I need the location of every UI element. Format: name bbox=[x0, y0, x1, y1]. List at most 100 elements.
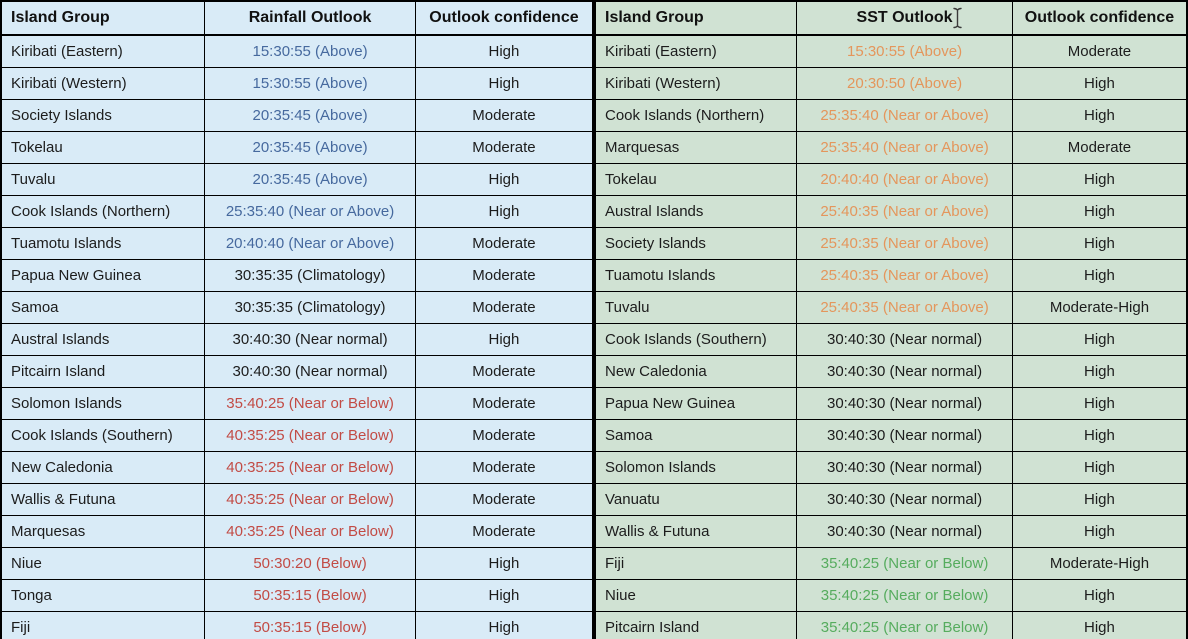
outlook-confidence-cell: High bbox=[1011, 99, 1188, 132]
island-group-cell: Fiji bbox=[594, 547, 798, 580]
table-row: Austral Islands 25:40:35 (Near or Above) H… bbox=[594, 195, 1188, 228]
table-row: Niue 50:30:20 (Below) High bbox=[0, 547, 594, 580]
outlook-confidence-cell: High bbox=[1011, 611, 1188, 639]
island-group-cell: Tuvalu bbox=[594, 291, 798, 324]
outlook-value-cell: 30:40:30 (Near normal) bbox=[796, 515, 1013, 548]
table-row: Tuamotu Islands 20:40:40 (Near or Above) M… bbox=[0, 227, 594, 260]
table-row: Tokelau 20:35:45 (Above) Moderate bbox=[0, 131, 594, 164]
outlook-value-cell: 25:35:40 (Near or Above) bbox=[204, 195, 416, 228]
outlook-value-cell: 20:35:45 (Above) bbox=[204, 163, 416, 196]
table-row: Kiribati (Western) 15:30:55 (Above) High bbox=[0, 67, 594, 100]
outlook-value-cell: 20:35:45 (Above) bbox=[204, 99, 416, 132]
table-row: Marquesas 25:35:40 (Near or Above) Moderat… bbox=[594, 131, 1188, 164]
island-group-cell: Kiribati (Western) bbox=[594, 67, 798, 100]
outlook-value-cell: 20:40:40 (Near or Above) bbox=[204, 227, 416, 260]
rainfall-outlook-table: Island Group Rainfall Outlook Outlook co… bbox=[0, 0, 594, 639]
table-row: New Caledonia 40:35:25 (Near or Below) Mod… bbox=[0, 451, 594, 484]
outlook-value-cell: 35:40:25 (Near or Below) bbox=[796, 611, 1013, 639]
island-group-cell: Cook Islands (Northern) bbox=[594, 99, 798, 132]
outlook-value-cell: 30:35:35 (Climatology) bbox=[204, 291, 416, 324]
outlook-value-cell: 30:40:30 (Near normal) bbox=[796, 323, 1013, 356]
table-row: Fiji 50:35:15 (Below) High bbox=[0, 611, 594, 639]
sst-header-row: Island Group SST Outlook Outlook confide… bbox=[594, 0, 1188, 36]
island-group-cell: Niue bbox=[0, 547, 206, 580]
rainfall-header-row: Island Group Rainfall Outlook Outlook co… bbox=[0, 0, 594, 36]
table-row: Kiribati (Eastern) 15:30:55 (Above) High bbox=[0, 34, 594, 68]
outlook-value-cell: 25:40:35 (Near or Above) bbox=[796, 259, 1013, 292]
table-row: Wallis & Futuna 40:35:25 (Near or Below) M… bbox=[0, 483, 594, 516]
island-group-cell: Niue bbox=[594, 579, 798, 612]
table-row: Austral Islands 30:40:30 (Near normal) Hig… bbox=[0, 323, 594, 356]
island-group-cell: Wallis & Futuna bbox=[594, 515, 798, 548]
outlook-value-cell: 25:35:40 (Near or Above) bbox=[796, 131, 1013, 164]
outlook-value-cell: 40:35:25 (Near or Below) bbox=[204, 515, 416, 548]
sst-outlook-table: Island Group SST Outlook Outlook confide… bbox=[594, 0, 1188, 639]
island-group-cell: Cook Islands (Southern) bbox=[0, 419, 206, 452]
outlook-confidence-cell: High bbox=[1011, 227, 1188, 260]
table-row: Samoa 30:35:35 (Climatology) Moderate bbox=[0, 291, 594, 324]
table-row: Tuvalu 20:35:45 (Above) High bbox=[0, 163, 594, 196]
table-row: Pitcairn Island 30:40:30 (Near normal) Mod… bbox=[0, 355, 594, 388]
island-group-cell: Papua New Guinea bbox=[0, 259, 206, 292]
outlook-confidence-cell: High bbox=[414, 34, 594, 68]
island-group-cell: New Caledonia bbox=[0, 451, 206, 484]
island-group-cell: Society Islands bbox=[594, 227, 798, 260]
outlook-confidence-cell: High bbox=[414, 547, 594, 580]
outlook-confidence-cell: High bbox=[1011, 323, 1188, 356]
island-group-cell: Samoa bbox=[0, 291, 206, 324]
outlook-value-cell: 25:40:35 (Near or Above) bbox=[796, 291, 1013, 324]
sst-header-island-group: Island Group bbox=[594, 0, 798, 36]
outlook-confidence-cell: Moderate bbox=[414, 419, 594, 452]
outlook-value-cell: 30:40:30 (Near normal) bbox=[796, 387, 1013, 420]
island-group-cell: Society Islands bbox=[0, 99, 206, 132]
outlook-value-cell: 40:35:25 (Near or Below) bbox=[204, 419, 416, 452]
island-group-cell: Tuamotu Islands bbox=[0, 227, 206, 260]
island-group-cell: Solomon Islands bbox=[0, 387, 206, 420]
table-row: Kiribati (Eastern) 15:30:55 (Above) Modera… bbox=[594, 34, 1188, 68]
outlook-value-cell: 30:40:30 (Near normal) bbox=[204, 323, 416, 356]
outlook-confidence-cell: High bbox=[1011, 387, 1188, 420]
table-row: Marquesas 40:35:25 (Near or Below) Moderat… bbox=[0, 515, 594, 548]
outlook-confidence-cell: Moderate bbox=[414, 131, 594, 164]
island-group-cell: Samoa bbox=[594, 419, 798, 452]
outlook-value-cell: 40:35:25 (Near or Below) bbox=[204, 451, 416, 484]
outlook-confidence-cell: Moderate bbox=[1011, 131, 1188, 164]
outlook-confidence-cell: High bbox=[414, 323, 594, 356]
outlook-confidence-cell: Moderate bbox=[1011, 34, 1188, 68]
outlook-confidence-cell: High bbox=[1011, 163, 1188, 196]
outlook-value-cell: 25:40:35 (Near or Above) bbox=[796, 227, 1013, 260]
island-group-cell: Pitcairn Island bbox=[594, 611, 798, 639]
outlook-confidence-cell: High bbox=[414, 67, 594, 100]
outlook-confidence-cell: Moderate bbox=[414, 515, 594, 548]
island-group-cell: Cook Islands (Northern) bbox=[0, 195, 206, 228]
outlook-confidence-cell: Moderate-High bbox=[1011, 547, 1188, 580]
table-row: Solomon Islands 30:40:30 (Near normal) Hig… bbox=[594, 451, 1188, 484]
outlook-confidence-cell: Moderate bbox=[414, 451, 594, 484]
island-group-cell: Pitcairn Island bbox=[0, 355, 206, 388]
outlook-value-cell: 15:30:55 (Above) bbox=[204, 34, 416, 68]
sst-header-confidence: Outlook confidence bbox=[1011, 0, 1188, 36]
outlook-confidence-cell: Moderate bbox=[414, 355, 594, 388]
island-group-cell: Tuamotu Islands bbox=[594, 259, 798, 292]
island-group-cell: Papua New Guinea bbox=[594, 387, 798, 420]
island-group-cell: Tokelau bbox=[594, 163, 798, 196]
island-group-cell: Kiribati (Eastern) bbox=[594, 34, 798, 68]
outlook-confidence-cell: High bbox=[1011, 579, 1188, 612]
outlook-value-cell: 35:40:25 (Near or Below) bbox=[204, 387, 416, 420]
outlook-value-cell: 20:30:50 (Above) bbox=[796, 67, 1013, 100]
table-row: Tuamotu Islands 25:40:35 (Near or Above) H… bbox=[594, 259, 1188, 292]
outlook-value-cell: 35:40:25 (Near or Below) bbox=[796, 547, 1013, 580]
table-row: Society Islands 20:35:45 (Above) Moderate bbox=[0, 99, 594, 132]
outlook-confidence-cell: High bbox=[1011, 195, 1188, 228]
outlook-confidence-cell: High bbox=[1011, 259, 1188, 292]
outlook-value-cell: 30:35:35 (Climatology) bbox=[204, 259, 416, 292]
outlook-confidence-cell: Moderate bbox=[414, 483, 594, 516]
table-row: Papua New Guinea 30:35:35 (Climatology) Mo… bbox=[0, 259, 594, 292]
table-row: Society Islands 25:40:35 (Near or Above) H… bbox=[594, 227, 1188, 260]
outlook-confidence-cell: Moderate bbox=[414, 387, 594, 420]
outlook-value-cell: 25:40:35 (Near or Above) bbox=[796, 195, 1013, 228]
outlook-value-cell: 50:35:15 (Below) bbox=[204, 579, 416, 612]
outlook-confidence-cell: High bbox=[1011, 355, 1188, 388]
rainfall-header-island-group: Island Group bbox=[0, 0, 206, 36]
outlook-value-cell: 35:40:25 (Near or Below) bbox=[796, 579, 1013, 612]
